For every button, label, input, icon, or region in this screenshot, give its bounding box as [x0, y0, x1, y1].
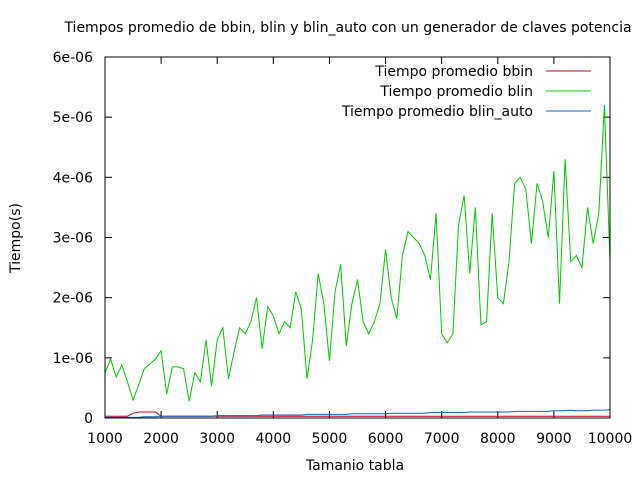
- plot-frame: [104, 56, 611, 419]
- x-tick-label: 4000: [256, 431, 292, 447]
- chart-title: Tiempos promedio de bbin, blin y blin_au…: [63, 20, 631, 36]
- x-tick-labels: 1000 2000 3000 4000 5000 6000 7000 8000 9000 1000…: [87, 431, 632, 447]
- legend-label: Tiempo promedio bbin: [374, 64, 533, 80]
- x-tick-label: 6000: [368, 431, 404, 447]
- y-tick-label: 4e-06: [53, 170, 93, 186]
- y-tick-label: 1e-06: [53, 351, 93, 367]
- y-tick-label: 6e-06: [53, 50, 93, 66]
- y-axis-label: Tiempo(s): [8, 203, 24, 274]
- x-axis-label: Tamanio tabla: [305, 458, 404, 474]
- y-tick-label: 3e-06: [53, 231, 93, 247]
- x-tick-label: 5000: [312, 431, 348, 447]
- y-tick-label: 2e-06: [53, 291, 93, 307]
- x-tick-label: 7000: [424, 431, 460, 447]
- legend: Tiempo promedio bbin Tiempo promedio blin…: [341, 64, 591, 120]
- x-tick-label: 3000: [199, 431, 235, 447]
- x-tick-label: 10000: [588, 431, 633, 447]
- legend-label: Tiempo promedio blin_auto: [341, 104, 533, 120]
- axis-ticks: [104, 56, 611, 419]
- x-tick-label: 8000: [480, 431, 516, 447]
- legend-label: Tiempo promedio blin: [379, 84, 533, 100]
- series-lines: [104, 105, 611, 418]
- x-tick-label: 1000: [87, 431, 123, 447]
- y-tick-labels: 0 1e-06 2e-06 3e-06 4e-06 5e-06 6e-06: [53, 50, 93, 427]
- x-tick-label: 2000: [143, 431, 179, 447]
- series-line-2: [104, 105, 611, 402]
- x-tick-label: 9000: [536, 431, 572, 447]
- series-line-3: [105, 409, 611, 418]
- y-tick-label: 5e-06: [53, 110, 93, 126]
- y-tick-label: 0: [84, 411, 93, 427]
